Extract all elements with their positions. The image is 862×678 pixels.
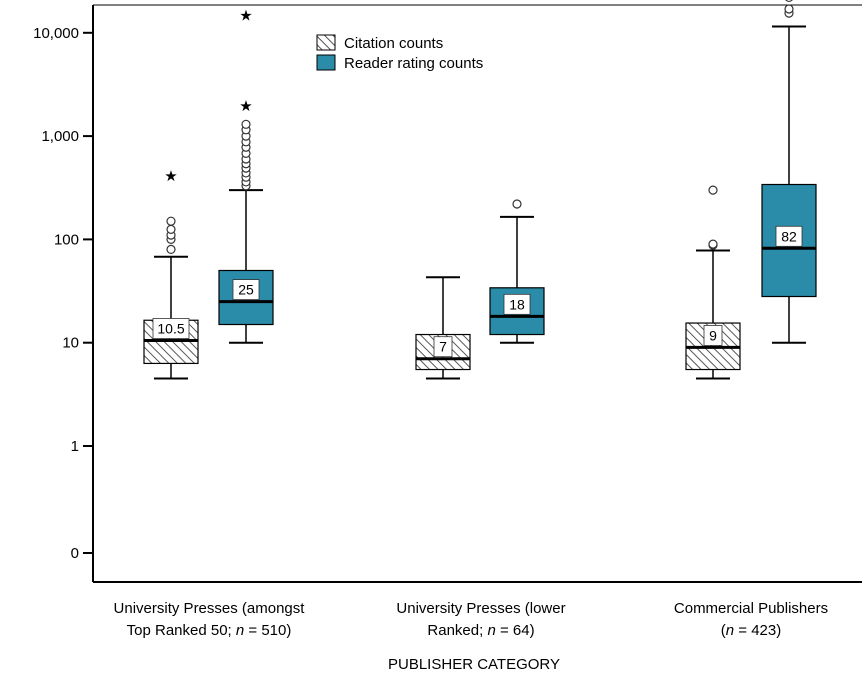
legend: Citation counts Reader rating counts bbox=[316, 34, 483, 72]
median-label: 25 bbox=[238, 282, 254, 298]
box-readers-3: 82 bbox=[761, 0, 817, 344]
outlier-point bbox=[785, 0, 793, 3]
y-tick-label: 0 bbox=[71, 545, 79, 562]
median-label-box bbox=[433, 336, 453, 358]
legend-label-readers: Reader rating counts bbox=[344, 55, 483, 72]
category-label-line2: Ranked; n = 64) bbox=[427, 622, 534, 639]
category-label-line1: Commercial Publishers bbox=[674, 600, 828, 617]
outlier-point bbox=[512, 199, 522, 209]
y-tick-label: 10 bbox=[62, 335, 79, 352]
category-labels: University Presses (amongst Top Ranked 50… bbox=[114, 600, 829, 639]
category-label-line1: University Presses (lower bbox=[396, 600, 565, 617]
category-label-line1: University Presses (amongst bbox=[114, 600, 306, 617]
box-readers-2: 18 bbox=[489, 199, 545, 344]
x-axis-title: PUBLISHER CATEGORY bbox=[388, 656, 560, 673]
outlier-point bbox=[784, 4, 794, 14]
y-tick-label: 10,000 bbox=[33, 25, 79, 42]
legend-swatch-readers bbox=[316, 54, 336, 71]
outlier-point bbox=[166, 224, 176, 234]
box-citations-1: 10.5 ★ bbox=[143, 167, 199, 380]
category-label-line2: Top Ranked 50; n = 510) bbox=[127, 622, 292, 639]
y-tick-label: 100 bbox=[54, 231, 79, 248]
outlier-point bbox=[708, 239, 718, 249]
median-label: 7 bbox=[439, 339, 447, 355]
legend-swatch-citations bbox=[316, 34, 336, 51]
median-label-box bbox=[232, 279, 260, 300]
legend-label-citations: Citation counts bbox=[344, 35, 443, 52]
median-label: 82 bbox=[781, 228, 797, 244]
median-label: 18 bbox=[509, 296, 525, 312]
extreme-point: ★ bbox=[164, 167, 177, 185]
outlier-point bbox=[708, 185, 718, 195]
median-label: 10.5 bbox=[157, 321, 184, 337]
box-readers-1: 25 ★ ★ bbox=[218, 7, 274, 344]
y-tick-label: 1 bbox=[71, 438, 79, 455]
outlier-point bbox=[241, 119, 251, 129]
median-label-box bbox=[703, 325, 723, 346]
median-label-box bbox=[775, 225, 803, 247]
box-series: 10.5 ★ 7 9 25 ★ ★ 18 82 bbox=[143, 0, 817, 380]
outlier-point bbox=[166, 216, 176, 226]
box-citations-2: 7 bbox=[415, 276, 471, 380]
outlier-point bbox=[166, 244, 176, 255]
y-tick-label: 1,000 bbox=[41, 128, 79, 145]
extreme-point: ★ bbox=[239, 97, 252, 115]
extreme-point: ★ bbox=[239, 7, 252, 25]
median-label-box bbox=[503, 293, 531, 315]
box-citations-3: 9 bbox=[685, 185, 741, 380]
category-label-line2: (n = 423) bbox=[721, 622, 781, 639]
median-label: 9 bbox=[709, 327, 717, 343]
median-label-box bbox=[152, 318, 190, 339]
